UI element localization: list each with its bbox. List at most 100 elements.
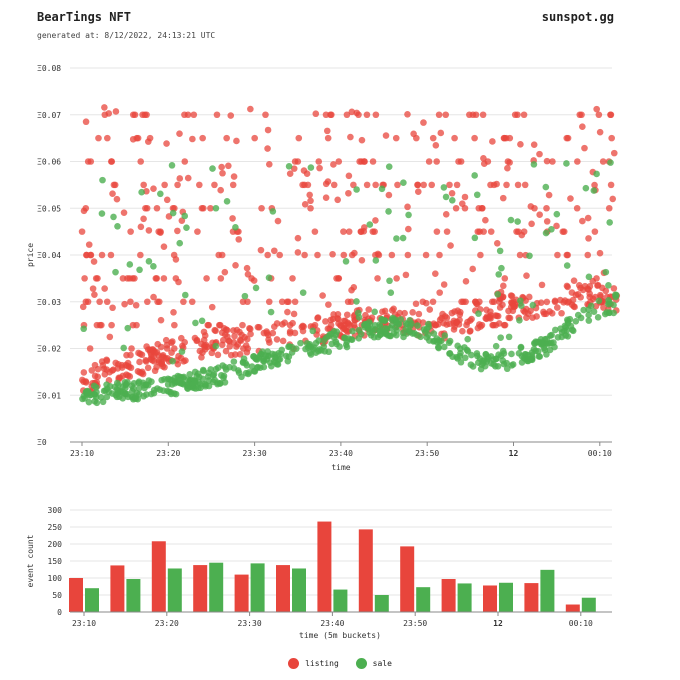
listing-point [457, 158, 465, 165]
listing-point [92, 275, 100, 282]
listing-point [405, 225, 412, 233]
listing-point [150, 185, 157, 193]
sale-point [194, 370, 202, 377]
bar-x-tick-label: 23:10 [72, 619, 96, 628]
listing-point [433, 158, 440, 165]
sale-point [176, 239, 184, 247]
listing-point [607, 111, 614, 119]
sale-point [442, 193, 450, 201]
listing-point [516, 251, 524, 259]
sale-point [590, 187, 598, 194]
sale-point [473, 352, 481, 360]
listing-point [295, 134, 303, 142]
listing-point [221, 268, 229, 276]
listing-point [448, 190, 456, 197]
listing-point [388, 251, 396, 259]
listing-point [134, 134, 142, 142]
listing-point [361, 158, 368, 165]
legend-item-listing[interactable]: listing [288, 658, 339, 669]
listing-point [286, 321, 294, 329]
listing-point [236, 350, 244, 358]
listing-bar [234, 574, 249, 612]
sale-point [440, 184, 448, 191]
listing-point [490, 298, 498, 306]
sale-point [392, 324, 399, 331]
listing-point [80, 369, 88, 376]
sale-point [183, 224, 190, 231]
listing-point [453, 181, 461, 189]
sale-point [119, 394, 127, 402]
listing-point [355, 111, 362, 119]
sale-bar [374, 595, 389, 612]
listing-point [143, 204, 151, 212]
listing-point [231, 351, 239, 358]
listing-point [432, 142, 440, 149]
listing-point [372, 111, 380, 119]
listing-point [207, 204, 214, 212]
listing-point [328, 111, 335, 119]
listing-point [436, 251, 443, 259]
scatter-x-tick-label: 23:10 [70, 449, 94, 458]
sale-point [284, 357, 292, 365]
sale-point [97, 394, 105, 401]
listing-point [564, 283, 572, 291]
sale-point [245, 369, 253, 376]
listing-point [110, 181, 118, 189]
sale-point [536, 353, 544, 360]
listing-point [175, 278, 182, 286]
listing-point [586, 290, 593, 298]
listing-point [174, 360, 182, 368]
listing-point [343, 111, 351, 119]
listing-point [579, 217, 586, 225]
listing-point [374, 275, 381, 282]
legend-item-sale[interactable]: sale [355, 658, 392, 669]
sale-point [256, 352, 263, 360]
listing-point [570, 277, 578, 284]
sale-point [494, 363, 502, 370]
sale-point [542, 183, 550, 191]
listing-point [593, 105, 600, 113]
sale-point [171, 380, 179, 387]
listing-point [554, 251, 561, 259]
listing-point [536, 150, 543, 158]
sale-point [207, 366, 215, 373]
listing-point [344, 298, 352, 306]
sale-point [492, 342, 500, 350]
sale-point [306, 340, 314, 348]
bar-axes: 0 50 100 150 200 250 300 23:10 23:20 23:30 23:40 23… [48, 506, 612, 628]
sale-bar [581, 597, 596, 612]
scatter-x-tick-label: 23:50 [415, 449, 439, 458]
scatter-y-tick-label: Ξ0.02 [37, 345, 61, 354]
listing-point [104, 134, 111, 142]
sale-point [393, 235, 400, 242]
listing-point [152, 275, 160, 282]
listing-point [371, 228, 378, 235]
site-name[interactable]: sunspot.gg [541, 10, 614, 24]
listing-point [436, 289, 443, 296]
sale-point [376, 331, 384, 339]
scatter-y-tick-label: Ξ0.01 [37, 391, 61, 400]
listing-point [506, 159, 513, 166]
sale-point [407, 322, 414, 330]
sale-point [425, 320, 432, 328]
listing-point [127, 298, 134, 306]
listing-point [433, 228, 441, 235]
bar-marks [69, 521, 596, 612]
listing-point [596, 249, 604, 257]
sale-point [580, 306, 587, 314]
listing-point [121, 300, 128, 308]
sale-point [530, 345, 538, 353]
listing-point [137, 251, 144, 259]
listing-point [109, 366, 117, 373]
listing-point [610, 285, 618, 292]
sale-point [590, 308, 598, 315]
listing-point [523, 272, 530, 279]
listing-point [90, 258, 98, 265]
scatter-x-tick-label: 23:20 [156, 449, 180, 458]
listing-point [139, 111, 146, 119]
sale-point [124, 390, 131, 398]
sale-point [156, 386, 164, 393]
listing-point [569, 296, 577, 304]
listing-point [446, 181, 453, 189]
sale-point [220, 372, 228, 380]
